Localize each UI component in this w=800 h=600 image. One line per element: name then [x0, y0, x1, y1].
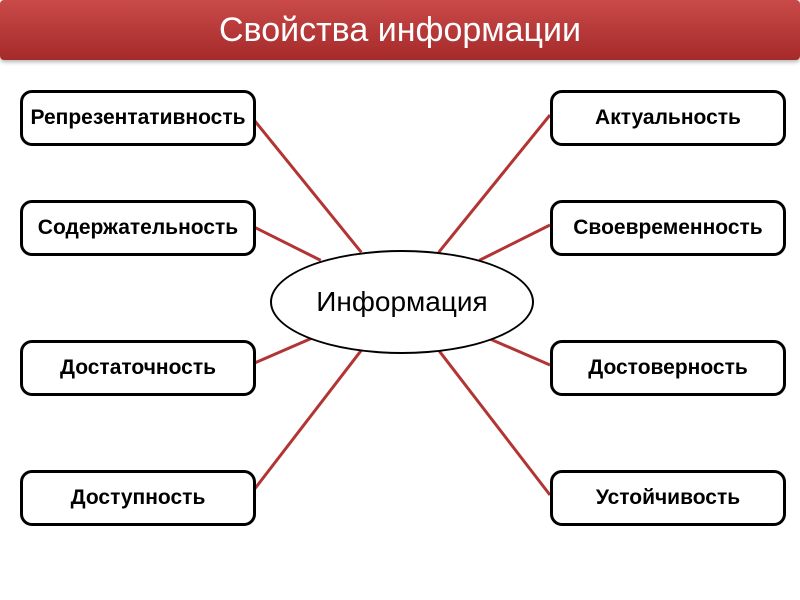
edge-stab [437, 348, 550, 495]
leaf-acc: Доступность [20, 470, 256, 526]
edge-suff [250, 337, 314, 365]
leaf-suff: Достаточность [20, 340, 256, 396]
leaf-act: Актуальность [550, 90, 786, 146]
edge-cred [486, 337, 550, 365]
edge-act [439, 115, 550, 252]
header-title: Свойства информации [219, 11, 581, 50]
leaf-stab: Устойчивость [550, 470, 786, 526]
leaf-label: Своевременность [573, 216, 762, 240]
leaf-label: Доступность [71, 486, 206, 510]
leaf-time: Своевременность [550, 200, 786, 256]
edge-acc [250, 348, 363, 495]
center-node: Информация [270, 250, 534, 354]
leaf-cont: Содержательность [20, 200, 256, 256]
leaf-label: Достоверность [588, 356, 748, 380]
leaf-label: Содержательность [38, 216, 238, 240]
edge-cont [250, 225, 321, 260]
leaf-repr: Репрезентативность [20, 90, 256, 146]
leaf-label: Актуальность [595, 106, 741, 130]
center-label: Информация [316, 286, 487, 318]
edge-time [479, 225, 550, 260]
leaf-label: Репрезентативность [30, 106, 245, 130]
edge-repr [250, 115, 361, 252]
leaf-label: Устойчивость [596, 486, 740, 510]
leaf-cred: Достоверность [550, 340, 786, 396]
leaf-label: Достаточность [60, 356, 216, 380]
header-bar: Свойства информации [0, 0, 800, 60]
